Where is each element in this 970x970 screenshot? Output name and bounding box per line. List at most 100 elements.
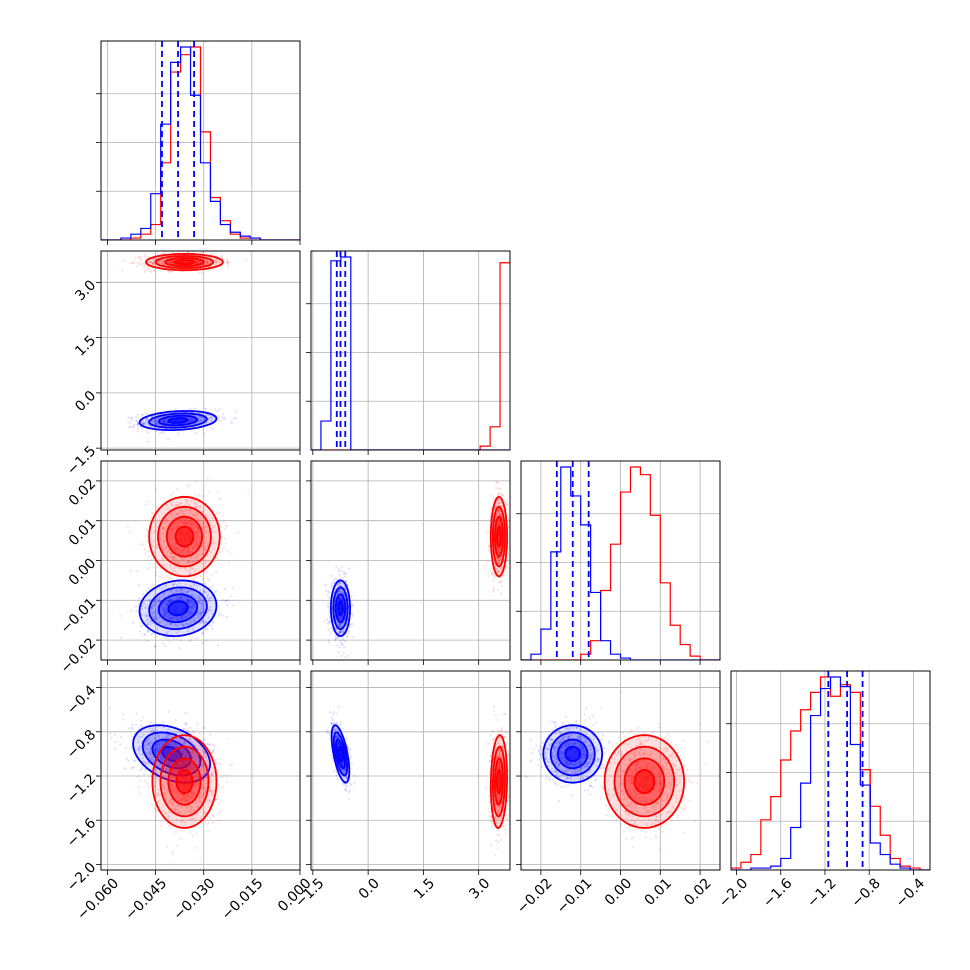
scatter-point xyxy=(336,599,340,603)
scatter-point xyxy=(191,550,194,554)
scatter-point xyxy=(162,564,165,567)
scatter-point xyxy=(505,500,508,503)
scatter-point xyxy=(181,552,184,555)
scatter-point xyxy=(351,614,355,617)
scatter-point xyxy=(162,758,165,761)
scatter-point xyxy=(196,552,199,555)
scatter-point xyxy=(197,420,201,423)
scatter-point xyxy=(169,552,172,555)
scatter-point xyxy=(136,423,139,426)
scatter-point xyxy=(201,632,204,635)
scatter-point xyxy=(196,534,199,537)
scatter-point xyxy=(338,598,341,601)
scatter-point xyxy=(496,522,499,525)
scatter-point xyxy=(179,617,182,620)
scatter-point xyxy=(163,606,166,610)
scatter-point xyxy=(495,481,498,484)
scatter-point xyxy=(499,488,502,491)
scatter-point xyxy=(149,721,153,724)
scatter-point xyxy=(181,519,184,523)
scatter-point xyxy=(175,546,178,550)
scatter-point xyxy=(160,539,163,542)
scatter-point xyxy=(187,612,191,615)
scatter-point xyxy=(171,569,174,572)
scatter-point xyxy=(200,562,203,565)
scatter-point xyxy=(339,639,342,642)
scatter-point xyxy=(210,418,214,421)
scatter-point xyxy=(159,567,162,570)
scatter-point xyxy=(207,799,210,802)
scatter-point xyxy=(206,516,209,519)
scatter-point xyxy=(153,617,156,621)
scatter-point xyxy=(177,622,181,626)
scatter-point xyxy=(189,419,192,422)
scatter-point xyxy=(134,605,137,609)
scatter-point xyxy=(174,561,178,565)
scatter-point xyxy=(164,529,168,532)
scatter-point xyxy=(208,269,211,272)
scatter-point xyxy=(342,639,345,642)
scatter-point xyxy=(187,613,191,617)
scatter-point xyxy=(162,526,165,529)
scatter-point xyxy=(155,419,159,422)
scatter-point xyxy=(344,640,347,643)
scatter-point xyxy=(165,518,168,522)
scatter-point xyxy=(150,730,153,733)
scatter-point xyxy=(165,760,169,763)
scatter-point xyxy=(189,610,192,613)
scatter-point xyxy=(180,762,183,765)
scatter-point xyxy=(196,722,199,725)
scatter-point xyxy=(169,598,172,601)
scatter-point xyxy=(186,599,189,602)
scatter-point xyxy=(337,615,340,619)
scatter-point xyxy=(151,758,154,761)
scatter-point xyxy=(168,763,171,766)
scatter-point xyxy=(333,577,336,580)
scatter-point xyxy=(338,568,341,571)
scatter-point xyxy=(169,541,172,544)
scatter-point xyxy=(185,551,188,555)
scatter-point xyxy=(154,422,157,426)
scatter-point xyxy=(198,537,201,540)
scatter-point xyxy=(137,426,140,429)
scatter-point xyxy=(192,766,196,770)
scatter-point xyxy=(172,523,175,526)
scatter-point xyxy=(165,604,168,607)
scatter-point xyxy=(338,631,342,634)
scatter-point xyxy=(190,585,193,588)
scatter-point xyxy=(343,586,346,589)
scatter-point xyxy=(218,511,221,514)
scatter-point xyxy=(186,630,190,633)
scatter-point xyxy=(172,528,175,531)
scatter-point xyxy=(225,258,229,261)
scatter-point xyxy=(338,597,341,600)
scatter-point xyxy=(195,539,198,543)
scatter-point xyxy=(342,652,345,655)
scatter-point xyxy=(177,618,180,622)
scatter-point xyxy=(154,420,157,423)
scatter-point xyxy=(150,633,153,636)
scatter-point xyxy=(142,593,145,596)
scatter-point xyxy=(198,610,201,613)
scatter-point xyxy=(141,753,144,756)
scatter-point xyxy=(498,547,501,550)
scatter-point xyxy=(339,598,342,601)
scatter-point xyxy=(196,270,199,273)
scatter-point xyxy=(491,571,495,575)
scatter-point xyxy=(201,764,205,767)
scatter-point xyxy=(162,740,165,744)
scatter-point xyxy=(165,611,168,615)
scatter-point xyxy=(209,416,212,419)
scatter-point xyxy=(152,262,155,266)
scatter-point xyxy=(187,610,190,613)
scatter-point xyxy=(341,577,344,580)
contour-line xyxy=(148,586,208,630)
scatter-point xyxy=(337,622,341,626)
scatter-point xyxy=(201,271,204,274)
scatter-point xyxy=(196,535,199,538)
scatter-point xyxy=(165,518,168,521)
scatter-point xyxy=(160,757,163,760)
scatter-point xyxy=(151,262,154,265)
scatter-point xyxy=(341,599,344,602)
scatter-point xyxy=(492,588,495,591)
